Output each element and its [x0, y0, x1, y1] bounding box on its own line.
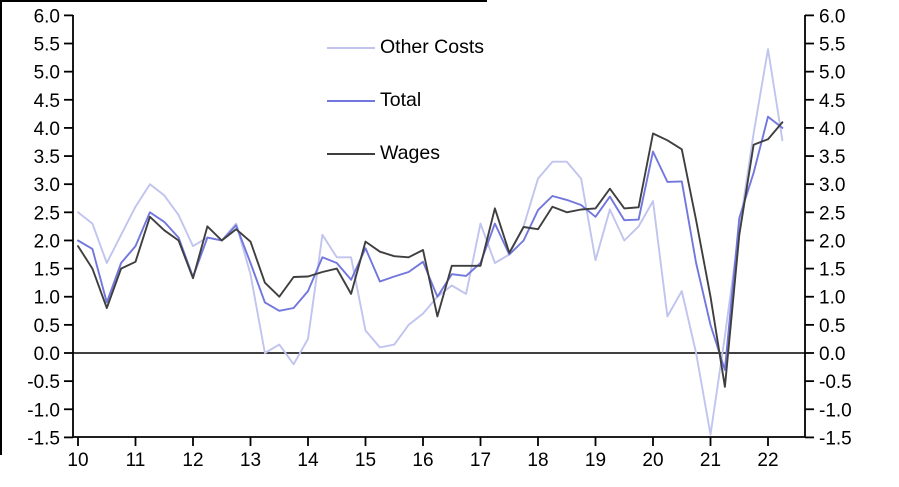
y-tick-label-left: 5.5 — [34, 35, 60, 56]
y-tick-label-right: 2.0 — [819, 231, 845, 252]
x-tick-label: 21 — [700, 450, 721, 471]
x-tick-label: 17 — [470, 450, 491, 471]
x-tick-label: 14 — [297, 450, 319, 471]
y-tick-label-left: 0.5 — [34, 316, 60, 337]
y-tick-label-left: 1.5 — [34, 260, 60, 281]
y-tick-label-right: -1.0 — [819, 400, 852, 421]
x-tick-label: 11 — [126, 450, 146, 471]
y-tick-label-left: 3.0 — [34, 175, 60, 196]
y-tick-label-right: 0.5 — [819, 316, 845, 337]
y-tick-label-left: -1.0 — [27, 400, 60, 421]
frame-border-left — [0, 0, 2, 455]
y-tick-label-right: 0.0 — [819, 344, 845, 365]
legend-item-total: Total — [327, 86, 484, 115]
y-tick-label-left: 3.5 — [34, 147, 60, 168]
chart-legend: Other Costs Total Wages — [327, 33, 484, 192]
y-tick-label-left: 4.0 — [34, 119, 60, 140]
x-tick-label: 15 — [355, 450, 376, 471]
frame-border-top — [0, 0, 487, 2]
legend-label-wages: Wages — [380, 142, 440, 164]
legend-label-other-costs: Other Costs — [380, 36, 485, 58]
y-tick-label-left: 2.5 — [34, 203, 60, 224]
series-line-wages — [77, 121, 784, 388]
y-tick-label-left: -1.5 — [27, 428, 60, 449]
legend-item-wages: Wages — [327, 139, 484, 168]
x-tick-label: 16 — [412, 450, 433, 471]
y-tick-label-right: 5.0 — [819, 63, 845, 84]
x-tick-label: 20 — [642, 450, 663, 471]
y-tick-label-left: 1.0 — [34, 288, 60, 309]
y-tick-label-left: 2.0 — [34, 231, 60, 252]
x-tick-label: 13 — [240, 450, 261, 471]
y-tick-label-right: -1.5 — [819, 428, 852, 449]
legend-item-other-costs: Other Costs — [327, 33, 484, 62]
y-tick-label-right: 4.5 — [819, 91, 845, 112]
x-tick-label: 18 — [527, 450, 548, 471]
y-tick-label-right: 3.5 — [819, 147, 845, 168]
total-line-swatch — [327, 99, 375, 102]
y-tick-label-right: 1.5 — [819, 260, 845, 281]
y-tick-label-right: 3.0 — [819, 175, 845, 196]
y-tick-label-left: 0.0 — [34, 344, 60, 365]
y-tick-label-left: 5.0 — [34, 63, 60, 84]
x-tick-label: 10 — [67, 450, 88, 471]
y-tick-label-right: -0.5 — [819, 372, 852, 393]
y-tick-label-right: 5.5 — [819, 35, 845, 56]
y-tick-label-right: 6.0 — [819, 6, 845, 27]
x-tick-label: 19 — [585, 450, 606, 471]
y-tick-label-left: -0.5 — [27, 372, 60, 393]
y-tick-label-left: 6.0 — [34, 6, 60, 27]
y-tick-label-left: 4.5 — [34, 91, 60, 112]
y-tick-label-right: 2.5 — [819, 203, 845, 224]
x-tick-label: 22 — [757, 450, 778, 471]
series-line-other-costs — [77, 48, 784, 436]
legend-label-total: Total — [380, 89, 422, 111]
x-tick-label: 12 — [182, 450, 203, 471]
other-costs-line-swatch — [327, 46, 375, 49]
y-tick-label-right: 4.0 — [819, 119, 845, 140]
y-tick-label-right: 1.0 — [819, 288, 845, 309]
wages-line-swatch — [327, 152, 375, 155]
